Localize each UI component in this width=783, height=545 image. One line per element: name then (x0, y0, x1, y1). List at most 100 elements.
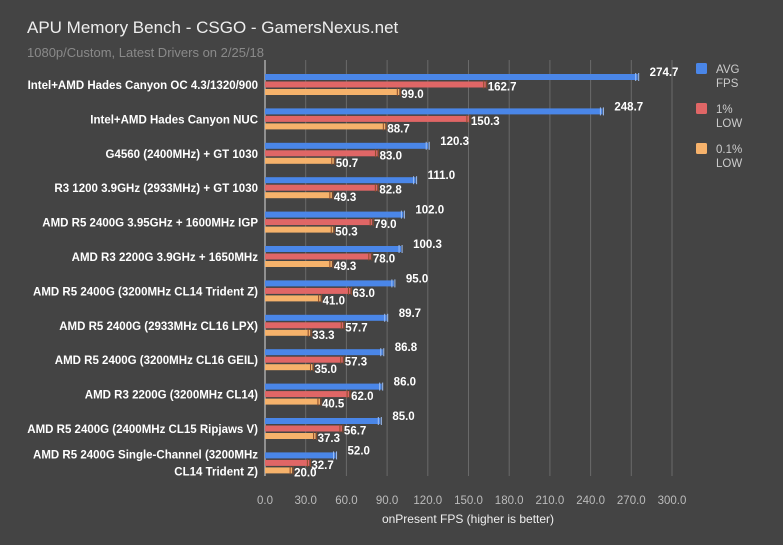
legend-label: 0.1% (716, 144, 742, 156)
data-label: 78.0 (373, 254, 395, 266)
bar (265, 184, 378, 191)
data-label: 37.3 (318, 433, 340, 445)
bar (265, 123, 386, 130)
data-label: 50.7 (336, 158, 358, 170)
data-label: 49.3 (334, 192, 356, 204)
category-label: Intel+AMD Hades Canyon NUC (90, 114, 258, 126)
legend-label: FPS (716, 78, 739, 90)
data-label: 120.3 (440, 136, 469, 148)
x-tick-label: 30.0 (295, 495, 317, 507)
bar (265, 383, 382, 390)
category-label: AMD R5 2400G (2933MHz CL16 LPX) (59, 321, 258, 333)
data-label: 35.0 (314, 364, 336, 376)
data-label: 88.7 (387, 123, 409, 135)
bar (265, 89, 400, 95)
category-label: AMD R5 2400G Single-Channel (3200MHz (33, 449, 258, 461)
data-label: 62.0 (351, 391, 373, 403)
bar (265, 459, 310, 466)
bar (265, 425, 342, 432)
bar (265, 192, 332, 199)
bar (265, 280, 394, 287)
bar (265, 295, 321, 302)
category-label: Intel+AMD Hades Canyon OC 4.3/1320/900 (28, 80, 258, 92)
category-label: AMD R3 2200G 3.9GHz + 1650MHz (72, 252, 259, 264)
category-label: AMD R3 2200G (3200MHz CL14) (85, 390, 258, 402)
category-label: AMD R5 2400G (3200MHz CL16 GEIL) (55, 355, 258, 367)
legend-swatch (696, 103, 707, 114)
bar (265, 418, 381, 424)
data-label: 33.3 (312, 330, 334, 342)
chart-subtitle: 1080p/Custom, Latest Drivers on 2/25/18 (27, 45, 264, 60)
bar (265, 211, 404, 218)
data-label: 99.0 (401, 89, 423, 101)
x-tick-label: 180.0 (495, 495, 524, 507)
bar (265, 115, 469, 122)
data-label: 63.0 (352, 288, 374, 300)
bar (265, 391, 350, 398)
data-label: 49.3 (334, 261, 356, 273)
bar (265, 219, 373, 226)
legend-label: LOW (716, 118, 742, 130)
bar (265, 108, 603, 115)
data-label: 111.0 (428, 170, 456, 182)
x-tick-label: 240.0 (576, 495, 605, 507)
data-label: 32.7 (311, 460, 333, 472)
bar (265, 364, 313, 371)
legend-label: LOW (716, 158, 742, 170)
data-label: 89.7 (399, 308, 421, 320)
bar (265, 226, 334, 233)
data-label: 162.7 (488, 82, 517, 94)
data-label: 41.0 (323, 295, 345, 307)
legend-label: AVG (716, 64, 739, 76)
category-label: AMD R5 2400G (3200MHz CL14 Trident Z) (33, 286, 258, 298)
bar (265, 157, 334, 164)
bar (265, 452, 336, 459)
x-tick-label: 0.0 (257, 495, 273, 507)
bar (265, 398, 320, 405)
category-label: AMD R5 2400G (2400MHz CL15 Ripjaws V) (27, 424, 258, 436)
x-tick-label: 210.0 (536, 495, 565, 507)
data-label: 248.7 (614, 101, 643, 113)
x-tick-label: 120.0 (413, 495, 442, 507)
bar (265, 142, 429, 149)
data-label: 52.0 (348, 445, 370, 457)
data-label: 20.0 (294, 467, 316, 479)
data-label: 95.0 (406, 273, 428, 285)
x-tick-label: 60.0 (335, 495, 357, 507)
data-label: 274.7 (650, 67, 679, 79)
x-tick-label: 300.0 (658, 495, 687, 507)
x-axis-label: onPresent FPS (higher is better) (382, 512, 554, 526)
bar (265, 261, 332, 267)
data-label: 57.3 (345, 357, 367, 369)
data-label: 86.0 (394, 377, 416, 389)
bar (265, 253, 371, 260)
data-label: 40.5 (322, 399, 345, 411)
data-label: 150.3 (471, 116, 500, 128)
data-label: 50.3 (335, 227, 357, 239)
x-tick-label: 90.0 (376, 495, 398, 507)
bar (265, 150, 378, 157)
category-label: CL14 Trident Z) (174, 466, 258, 478)
data-label: 83.0 (380, 150, 402, 162)
data-label: 57.7 (345, 322, 367, 334)
category-label: R3 1200 3.9GHz (2933MHz) + GT 1030 (54, 183, 258, 195)
bar (265, 329, 311, 336)
category-label: G4560 (2400MHz) + GT 1030 (106, 149, 258, 161)
data-label: 56.7 (344, 426, 366, 438)
legend-swatch (696, 63, 707, 74)
bar (265, 314, 387, 321)
bar (265, 356, 343, 363)
legend-label: 1% (716, 104, 733, 116)
x-tick-label: 270.0 (617, 495, 646, 507)
bar (265, 74, 638, 80)
bar (265, 177, 416, 184)
bar (265, 287, 351, 294)
bar (265, 433, 316, 439)
bar (265, 246, 402, 252)
data-label: 100.3 (413, 239, 442, 251)
bar (265, 467, 293, 474)
bar (265, 349, 383, 356)
data-label: 79.0 (374, 219, 396, 231)
chart-title: APU Memory Bench - CSGO - GamersNexus.ne… (27, 18, 399, 37)
